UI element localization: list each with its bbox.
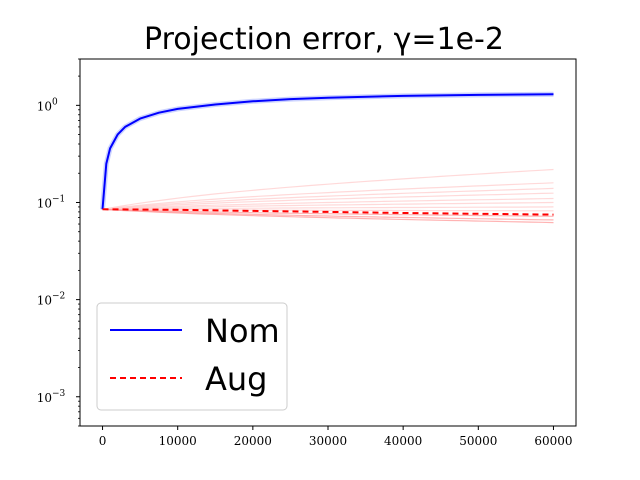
x-tick-label: 0 xyxy=(99,434,107,448)
faint-red-run xyxy=(102,201,554,210)
legend-label-aug: Aug xyxy=(205,360,267,398)
y-tick-label: 10 xyxy=(37,391,52,405)
faint-red-run xyxy=(102,182,554,210)
faint-red-run xyxy=(102,192,554,210)
y-tick-exponent: 0 xyxy=(52,97,58,107)
y-tick-label: 10 xyxy=(37,294,52,308)
chart-title: Projection error, γ=1e-2 xyxy=(144,22,504,57)
x-tick-label: 30000 xyxy=(309,434,347,448)
y-tick-label: 10 xyxy=(37,196,52,210)
x-tick-label: 60000 xyxy=(534,434,572,448)
plot-area xyxy=(100,91,554,224)
faint-red-run xyxy=(102,208,554,224)
faint-red-run xyxy=(102,197,554,210)
faint-red-run xyxy=(102,206,554,210)
x-tick-label: 20000 xyxy=(234,434,272,448)
x-tick-label: 40000 xyxy=(384,434,422,448)
faint-red-run xyxy=(102,187,554,210)
x-tick-label: 50000 xyxy=(459,434,497,448)
series-line-nom xyxy=(101,93,554,210)
y-tick-exponent: −3 xyxy=(52,389,66,399)
faint-red-run xyxy=(102,168,554,210)
legend-label-nom: Nom xyxy=(205,312,280,350)
faint-red-run xyxy=(102,208,554,221)
y-tick-exponent: −1 xyxy=(52,194,65,204)
y-tick-label: 10 xyxy=(37,99,52,113)
x-tick-label: 10000 xyxy=(159,434,197,448)
legend: Nom Aug xyxy=(96,302,288,411)
y-tick-exponent: −2 xyxy=(52,292,65,302)
series-line-aug xyxy=(102,208,554,216)
faint-red-run xyxy=(102,208,554,217)
